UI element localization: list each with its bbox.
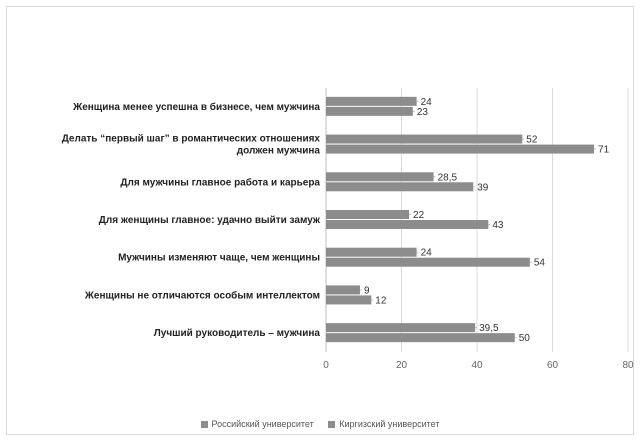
data-label-series-2-cat-7: 50 xyxy=(519,333,531,344)
x-tick-label-20: 20 xyxy=(396,360,408,371)
legend-label-series-2: Киргизский университет xyxy=(339,419,440,429)
chart-frame xyxy=(6,6,634,435)
x-tick-label-60: 60 xyxy=(547,360,559,371)
data-label-series-2-cat-6: 12 xyxy=(375,295,387,306)
category-label-1: Женщина менее успешна в бизнесе, чем муж… xyxy=(72,101,320,113)
data-label-series-1-cat-5: 24 xyxy=(421,248,433,259)
x-tick-label-40: 40 xyxy=(471,360,483,371)
bar-series-2-cat-2 xyxy=(326,144,595,154)
data-label-series-2-cat-4: 43 xyxy=(492,220,504,231)
bar-series-1-cat-1 xyxy=(326,96,417,106)
category-label-2-line-2: должен мужчина xyxy=(237,146,321,157)
bar-series-1-cat-3 xyxy=(326,172,434,182)
legend-item-series-1: Российский университет xyxy=(200,419,314,429)
legend-swatch-series-1 xyxy=(200,421,208,429)
bar-series-2-cat-5 xyxy=(326,257,530,267)
bar-series-1-cat-2 xyxy=(326,134,523,144)
category-label-4: Для женщины главное: удачно выйти замуж xyxy=(99,215,321,226)
bar-series-2-cat-6 xyxy=(326,295,372,305)
bar-series-2-cat-7 xyxy=(326,333,515,343)
bar-series-1-cat-5 xyxy=(326,247,417,257)
x-tick-label-0: 0 xyxy=(323,360,329,371)
data-label-series-2-cat-2: 71 xyxy=(598,145,610,156)
bar-series-1-cat-4 xyxy=(326,210,410,219)
data-label-series-2-cat-3: 39 xyxy=(477,182,489,193)
category-label-7: Лучший руководитель – мужчина xyxy=(154,328,321,339)
data-label-series-1-cat-2: 52 xyxy=(526,135,538,146)
category-label-2-line-1: Делать “первый шаг” в романтических отно… xyxy=(62,134,321,145)
legend-swatch-series-2 xyxy=(328,421,336,429)
data-label-series-1-cat-3: 28,5 xyxy=(438,172,458,183)
data-label-series-2-cat-1: 23 xyxy=(417,107,429,118)
bar-series-2-cat-3 xyxy=(326,182,474,192)
data-label-series-1-cat-1: 24 xyxy=(421,97,433,108)
data-label-series-1-cat-6: 9 xyxy=(364,285,370,296)
category-label-6: Женщины не отличаются особым интеллектом xyxy=(84,289,320,301)
data-label-series-2-cat-5: 54 xyxy=(534,258,546,269)
data-label-series-1-cat-4: 22 xyxy=(413,210,425,221)
bar-series-1-cat-6 xyxy=(326,285,360,295)
data-label-series-1-cat-7: 39,5 xyxy=(479,323,499,334)
legend-label-series-1: Российский университет xyxy=(211,419,314,429)
bar-series-2-cat-1 xyxy=(326,106,413,116)
bar-series-2-cat-4 xyxy=(326,220,489,229)
legend: Российский университет Киргизский универ… xyxy=(0,419,640,429)
category-label-5: Мужчины изменяют чаще, чем женщины xyxy=(118,253,320,264)
legend-item-series-2: Киргизский университет xyxy=(328,419,439,429)
bar-series-1-cat-7 xyxy=(326,323,476,333)
x-tick-label-80: 80 xyxy=(622,360,634,371)
category-label-3: Для мужчины главное работа и карьера xyxy=(120,176,320,188)
